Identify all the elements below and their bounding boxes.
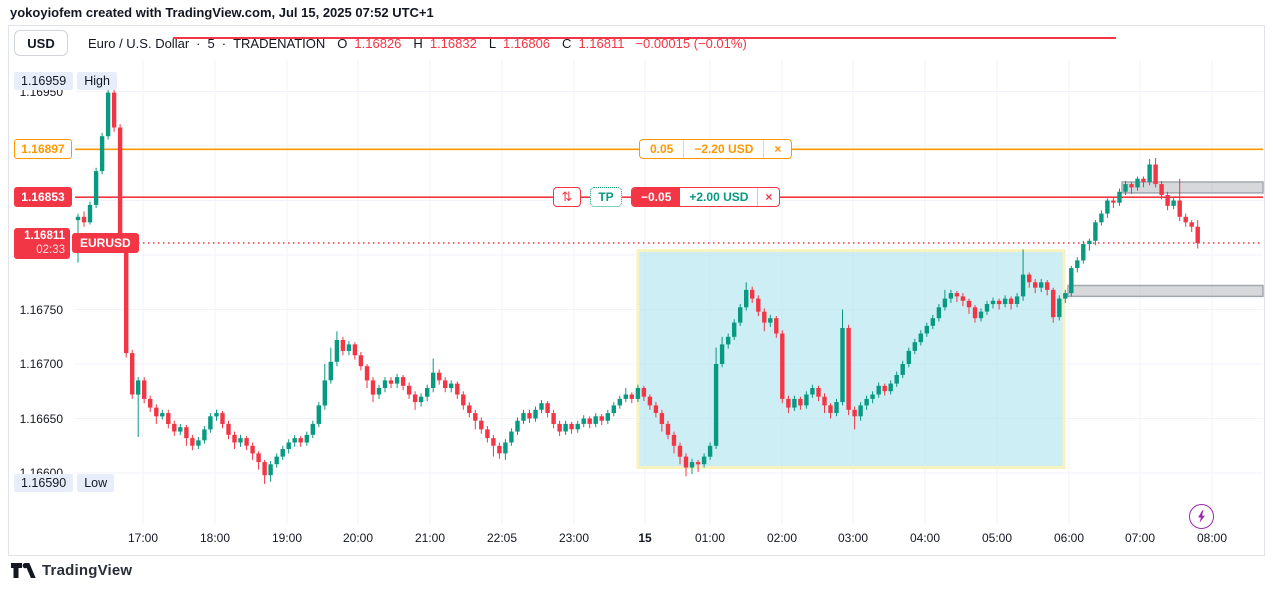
time-axis-label: 02:00 xyxy=(766,531,798,545)
time-axis-label: 15 xyxy=(638,531,652,545)
low-price-marker: 1.16590 Low xyxy=(14,473,115,492)
attribution-text: yokoyiofem created with TradingView.com,… xyxy=(10,5,434,20)
alert-pnl: −2.20 USD xyxy=(683,140,763,159)
lightning-icon xyxy=(1198,510,1205,523)
time-axis-label: 18:00 xyxy=(199,531,231,545)
time-axis-label: 17:00 xyxy=(127,531,159,545)
alert-close-icon[interactable]: × xyxy=(763,140,791,159)
time-axis-label: 19:00 xyxy=(271,531,303,545)
low-price-word: Low xyxy=(77,473,115,492)
instant-order-button[interactable] xyxy=(1189,504,1214,529)
time-axis-label: 20:00 xyxy=(342,531,374,545)
position-close-icon[interactable]: × xyxy=(757,188,779,207)
high-price-word: High xyxy=(77,71,117,90)
tradingview-logo-text[interactable]: TradingView xyxy=(42,562,133,579)
tradingview-logo-icon xyxy=(11,563,36,578)
supply-zone-lower[interactable] xyxy=(1067,284,1264,298)
symbol-price-tag: EURUSD xyxy=(72,233,139,253)
price-axis-label: 1.16750 xyxy=(19,302,63,317)
alert-order-pill[interactable]: 0.05 −2.20 USD × xyxy=(639,139,793,160)
last-price-value: 1.16811 xyxy=(24,229,65,242)
time-axis-label: 22:05 xyxy=(486,531,518,545)
tp-button[interactable]: TP xyxy=(590,187,622,208)
time-axis-label: 03:00 xyxy=(837,531,869,545)
time-axis-label: 04:00 xyxy=(909,531,941,545)
time-axis-label: 08:00 xyxy=(1196,531,1228,545)
time-axis-label: 05:00 xyxy=(981,531,1013,545)
time-axis-label: 23:00 xyxy=(558,531,590,545)
symbol-info-bar[interactable]: Euro / U.S. Dollar · 5 · TRADENATION O 1… xyxy=(88,30,747,56)
low-price-value: 1.16590 xyxy=(14,473,74,492)
price-axis-label: 1.16700 xyxy=(19,357,63,371)
bar-countdown: 02:33 xyxy=(36,243,65,256)
alert-qty[interactable]: 0.05 xyxy=(650,142,674,157)
alert-price-label[interactable]: 1.16897 xyxy=(14,139,72,160)
price-axis-label: 1.16650 xyxy=(19,411,63,426)
footer-brand[interactable]: TradingView xyxy=(10,562,132,579)
position-qty[interactable]: −0.05 xyxy=(632,188,681,207)
high-price-marker: 1.16959 High xyxy=(14,71,117,90)
upper-price-line[interactable] xyxy=(173,37,1116,40)
currency-toggle-button[interactable]: USD xyxy=(14,30,68,56)
time-axis-label: 06:00 xyxy=(1053,531,1085,545)
time-axis-label: 07:00 xyxy=(1124,531,1156,545)
time-axis-label: 21:00 xyxy=(414,531,446,545)
position-profit: +2.00 USD xyxy=(689,190,749,205)
highlight-zone[interactable] xyxy=(636,249,1066,469)
time-axis-label: 01:00 xyxy=(694,531,726,545)
last-price-label: 1.16811 02:33 xyxy=(14,227,70,259)
reverse-position-button[interactable]: ⇅ xyxy=(553,187,581,208)
high-price-value: 1.16959 xyxy=(14,71,74,90)
position-price-label[interactable]: 1.16853 xyxy=(14,187,72,208)
reverse-icon: ⇅ xyxy=(561,189,573,205)
tp-order-pill[interactable]: −0.05 +2.00 USD × xyxy=(631,187,781,208)
